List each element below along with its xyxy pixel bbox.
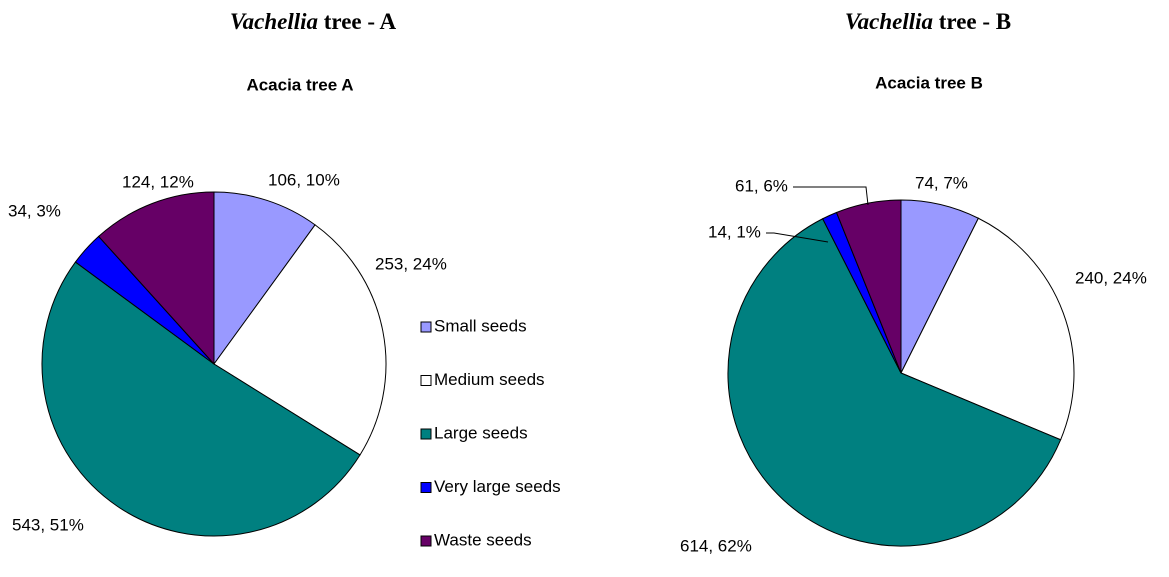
data-label: 124, 12%: [122, 172, 194, 191]
legend-swatch: [420, 482, 432, 493]
title-italic: Vachellia: [230, 9, 318, 34]
data-label: 106, 10%: [268, 170, 340, 189]
legend-label: Large seeds: [434, 423, 528, 442]
legend-label: Small seeds: [434, 316, 527, 335]
pie-slice: [41, 261, 361, 537]
legend-label: Medium seeds: [434, 370, 545, 389]
title-rest: tree - B: [939, 9, 1011, 34]
leader-line: [766, 232, 829, 243]
chart-subtitle: Acacia tree A: [246, 75, 353, 94]
data-label: 614, 62%: [680, 536, 752, 555]
data-label: 543, 51%: [12, 515, 84, 534]
legend-label: Very large seeds: [434, 477, 561, 496]
legend-swatch: [420, 375, 432, 386]
data-label: 61, 6%: [735, 176, 788, 195]
title-rest: tree - A: [324, 9, 397, 34]
pie-slice: [727, 218, 1062, 547]
pie-slice: [213, 224, 387, 456]
chart-title: Vachellia tree - B: [845, 9, 1011, 34]
legend-swatch: [420, 321, 432, 333]
pie-slice: [97, 191, 215, 366]
legend-swatch: [420, 428, 432, 440]
data-label: 74, 7%: [915, 173, 968, 192]
legend-label: Waste seeds: [434, 530, 532, 549]
data-label: 34, 3%: [8, 201, 61, 220]
data-label: 14, 1%: [708, 222, 761, 241]
chart-subtitle: Acacia tree B: [875, 73, 983, 92]
legend-swatch: [420, 535, 432, 547]
leader-line: [793, 186, 869, 206]
data-label: 253, 24%: [375, 254, 447, 273]
pie-slice: [900, 217, 1075, 441]
pie-slice: [213, 191, 316, 366]
title-italic: Vachellia: [845, 9, 933, 34]
chart-title: Vachellia tree - A: [230, 9, 397, 34]
data-label: 240, 24%: [1075, 268, 1147, 287]
